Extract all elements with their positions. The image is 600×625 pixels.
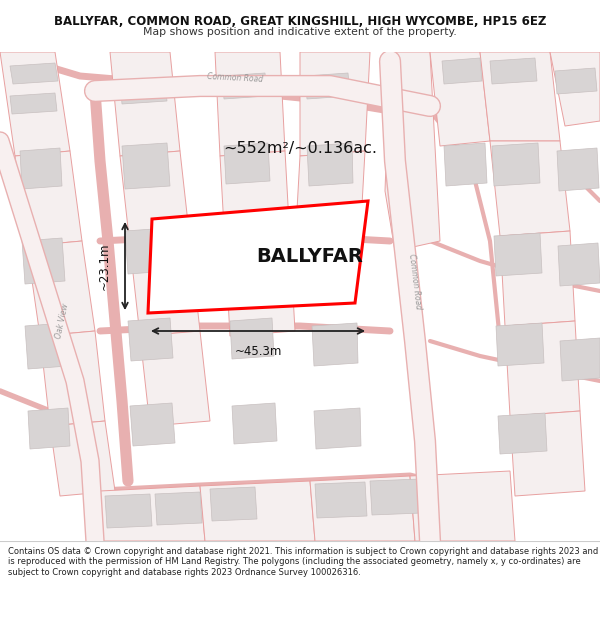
Polygon shape	[305, 73, 350, 99]
Polygon shape	[15, 151, 82, 246]
Polygon shape	[110, 52, 180, 156]
Polygon shape	[370, 479, 422, 515]
Polygon shape	[28, 408, 70, 449]
Polygon shape	[122, 143, 170, 189]
Polygon shape	[560, 338, 600, 381]
Text: BALLYFAR: BALLYFAR	[257, 246, 364, 266]
Polygon shape	[505, 321, 580, 416]
Polygon shape	[510, 411, 585, 496]
Polygon shape	[295, 151, 365, 246]
Polygon shape	[200, 481, 315, 541]
Text: Oak View: Oak View	[54, 302, 70, 339]
Text: Common Road: Common Road	[407, 253, 423, 309]
Polygon shape	[492, 143, 540, 186]
Polygon shape	[225, 241, 295, 336]
Polygon shape	[496, 323, 544, 366]
Polygon shape	[140, 331, 210, 426]
Polygon shape	[230, 318, 274, 359]
Polygon shape	[10, 93, 57, 114]
Text: ~45.3m: ~45.3m	[235, 345, 281, 358]
Polygon shape	[210, 487, 257, 521]
Polygon shape	[224, 143, 270, 184]
Polygon shape	[490, 58, 537, 84]
Polygon shape	[25, 323, 68, 369]
Polygon shape	[120, 151, 190, 246]
Polygon shape	[125, 228, 170, 274]
Polygon shape	[155, 492, 202, 525]
Polygon shape	[480, 52, 560, 141]
Polygon shape	[385, 52, 440, 251]
Polygon shape	[555, 68, 597, 94]
Polygon shape	[22, 238, 65, 284]
Text: Map shows position and indicative extent of the property.: Map shows position and indicative extent…	[143, 28, 457, 38]
Polygon shape	[130, 241, 200, 336]
Text: ~23.1m: ~23.1m	[98, 242, 111, 290]
Polygon shape	[312, 323, 358, 366]
Polygon shape	[410, 471, 515, 541]
Polygon shape	[10, 63, 58, 84]
Text: BALLYFAR, COMMON ROAD, GREAT KINGSHILL, HIGH WYCOMBE, HP15 6EZ: BALLYFAR, COMMON ROAD, GREAT KINGSHILL, …	[54, 14, 546, 28]
Text: Contains OS data © Crown copyright and database right 2021. This information is : Contains OS data © Crown copyright and d…	[8, 547, 598, 577]
Text: Common Road: Common Road	[207, 72, 263, 84]
Polygon shape	[232, 403, 277, 444]
Polygon shape	[222, 73, 267, 99]
Polygon shape	[128, 318, 173, 361]
Polygon shape	[220, 151, 290, 246]
Polygon shape	[550, 52, 600, 126]
Polygon shape	[227, 228, 272, 274]
Polygon shape	[558, 243, 600, 286]
Polygon shape	[105, 494, 152, 528]
Polygon shape	[40, 331, 105, 426]
Polygon shape	[27, 241, 95, 336]
Polygon shape	[20, 148, 62, 189]
Polygon shape	[130, 403, 175, 446]
Polygon shape	[444, 143, 487, 186]
Polygon shape	[307, 143, 353, 186]
Polygon shape	[442, 58, 482, 84]
Polygon shape	[490, 141, 570, 236]
Polygon shape	[100, 486, 205, 541]
Polygon shape	[430, 52, 490, 146]
Polygon shape	[498, 413, 547, 454]
Polygon shape	[300, 52, 370, 156]
Polygon shape	[557, 148, 599, 191]
Polygon shape	[310, 476, 415, 541]
Polygon shape	[215, 52, 285, 156]
Polygon shape	[314, 408, 361, 449]
Polygon shape	[500, 231, 575, 326]
Polygon shape	[0, 52, 70, 156]
Polygon shape	[50, 421, 115, 496]
Polygon shape	[494, 233, 542, 276]
Polygon shape	[120, 78, 167, 104]
Text: ~552m²/~0.136ac.: ~552m²/~0.136ac.	[223, 141, 377, 156]
Polygon shape	[148, 201, 368, 313]
Polygon shape	[315, 482, 367, 518]
Polygon shape	[310, 233, 356, 276]
